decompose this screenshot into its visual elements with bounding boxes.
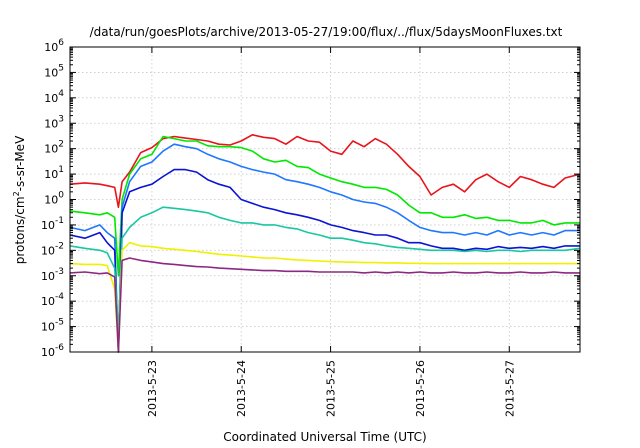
y-tick-base: 10 bbox=[44, 66, 58, 79]
y-tick-exp: -3 bbox=[55, 267, 64, 277]
y-tick-base: 10 bbox=[44, 143, 58, 156]
y-tick-exp: 5 bbox=[58, 63, 64, 73]
y-axis-label-base: protons/cm bbox=[13, 196, 27, 264]
grid bbox=[70, 47, 580, 352]
y-tick-base: 10 bbox=[41, 346, 55, 359]
y-tick-base: 10 bbox=[44, 168, 58, 181]
chart-title: /data/run/goesPlots/archive/2013-05-27/1… bbox=[90, 25, 563, 39]
y-tick-exp: -4 bbox=[55, 292, 64, 302]
y-tick-label: 104 bbox=[44, 89, 64, 105]
y-tick-label: 103 bbox=[44, 114, 64, 130]
y-tick-label: 10-4 bbox=[41, 292, 64, 308]
y-axis: 10-610-510-410-310-210-11001011021031041… bbox=[41, 38, 580, 359]
y-tick-exp: -5 bbox=[55, 318, 64, 328]
y-axis-label: protons/cm2-s-sr-MeV bbox=[12, 135, 27, 264]
y-axis-label-tail: -s-sr-MeV bbox=[13, 135, 27, 191]
x-tick-label: 2013-5-26 bbox=[414, 360, 427, 417]
y-tick-base: 10 bbox=[44, 194, 58, 207]
x-tick-label: 2013-5-25 bbox=[325, 360, 338, 417]
y-tick-exp: -1 bbox=[55, 216, 64, 226]
y-tick-label: 101 bbox=[44, 165, 64, 181]
series-layer bbox=[69, 134, 581, 353]
x-tick-label: 2013-5-23 bbox=[146, 360, 159, 417]
y-tick-exp: -2 bbox=[55, 241, 64, 251]
y-tick-base: 10 bbox=[44, 117, 58, 130]
y-tick-exp: 2 bbox=[58, 140, 64, 150]
y-tick-base: 10 bbox=[41, 244, 55, 257]
y-tick-exp: 0 bbox=[58, 191, 64, 201]
y-tick-label: 100 bbox=[44, 191, 64, 207]
y-tick-base: 10 bbox=[41, 270, 55, 283]
y-tick-exp: 6 bbox=[58, 38, 64, 48]
y-tick-label: 10-3 bbox=[41, 267, 64, 283]
series-line-1 bbox=[69, 134, 581, 208]
y-tick-label: 102 bbox=[44, 140, 64, 156]
y-tick-exp: 3 bbox=[58, 114, 64, 124]
y-tick-label: 10-1 bbox=[41, 216, 64, 232]
series-line-2 bbox=[69, 135, 580, 277]
y-tick-base: 10 bbox=[44, 41, 58, 54]
series-line-6 bbox=[69, 241, 580, 353]
y-tick-label: 10-2 bbox=[41, 241, 64, 257]
x-axis-label: Coordinated Universal Time (UTC) bbox=[223, 430, 426, 444]
y-tick-label: 10-6 bbox=[41, 343, 64, 359]
y-tick-base: 10 bbox=[44, 92, 58, 105]
y-tick-exp: 4 bbox=[58, 89, 64, 99]
series-line-7 bbox=[69, 257, 580, 353]
x-tick-label: 2013-5-24 bbox=[235, 360, 248, 417]
x-axis: 2013-5-23 2013-5-24 2013-5-25 2013-5-26 2013… bbox=[146, 47, 516, 417]
y-tick-label: 106 bbox=[44, 38, 64, 54]
y-tick-exp: 1 bbox=[58, 165, 64, 175]
series-line-5 bbox=[69, 206, 581, 334]
y-tick-base: 10 bbox=[41, 321, 55, 334]
y-axis-label-sup: 2 bbox=[12, 191, 21, 196]
y-tick-label: 105 bbox=[44, 63, 64, 79]
x-tick-label: 2013-5-27 bbox=[503, 360, 516, 417]
y-tick-base: 10 bbox=[41, 219, 55, 232]
y-tick-base: 10 bbox=[41, 295, 55, 308]
series-line-3 bbox=[69, 143, 580, 353]
y-tick-label: 10-5 bbox=[41, 318, 64, 334]
series-line-4 bbox=[69, 168, 580, 353]
y-tick-exp: -6 bbox=[55, 343, 64, 353]
